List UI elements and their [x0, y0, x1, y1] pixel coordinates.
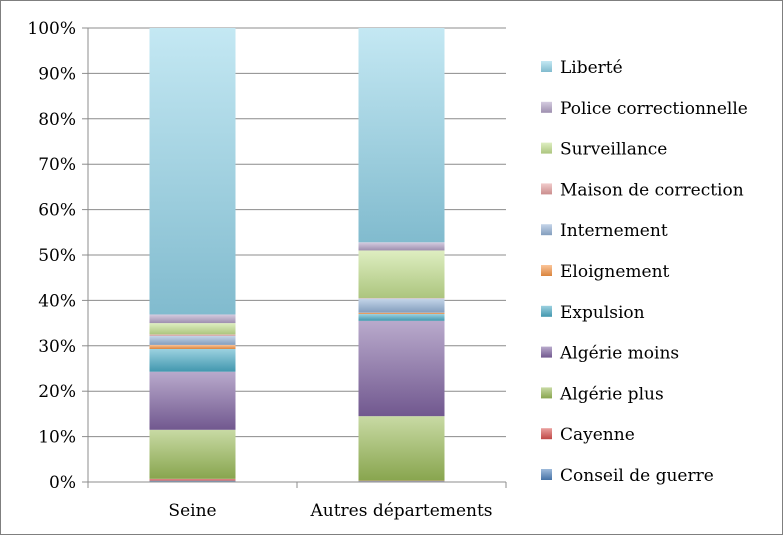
bar-segment [149, 348, 236, 372]
bar-segment [149, 344, 236, 349]
legend-swatch [541, 224, 552, 236]
bar-segment [149, 334, 236, 336]
bar-segment [149, 478, 236, 481]
x-tick-label: Autres départements [309, 501, 492, 521]
bar-segment [358, 312, 445, 315]
y-tick-label: 100% [27, 19, 76, 39]
y-tick-label: 50% [38, 246, 76, 266]
legend-swatch [541, 183, 552, 195]
legend-label: Internement [560, 221, 668, 241]
bar-segment [358, 28, 445, 243]
legend-swatch [541, 61, 552, 72]
bar-segment [358, 320, 445, 417]
legend-label: Surveillance [560, 140, 667, 160]
legend-label: Cayenne [560, 425, 635, 445]
legend-label: Maison de correction [560, 180, 744, 200]
bar-segment [149, 28, 236, 315]
legend-swatch [541, 305, 552, 317]
x-axis: Seine Autres départements [87, 481, 507, 521]
legend-swatch [541, 469, 552, 480]
y-tick-label: 70% [38, 155, 76, 175]
legend-swatch [541, 101, 552, 113]
legend-label: Police correctionnelle [560, 99, 748, 119]
y-axis: 0% 10% 20% 30% 40% 50% 60% 70% 80% 90% 100% [27, 19, 89, 493]
legend-swatch [541, 346, 552, 358]
legend-swatch [541, 387, 552, 399]
legend-label: Algérie moins [559, 344, 679, 364]
legend-label: Liberté [560, 58, 623, 78]
legend-swatch [541, 142, 552, 154]
x-tick-label: Seine [168, 501, 216, 521]
bar-segment [358, 416, 445, 481]
legend-swatch [541, 428, 552, 440]
legend-label: Algérie plus [559, 384, 664, 404]
bar-segment [358, 298, 445, 313]
y-tick-label: 90% [38, 64, 76, 84]
legend-label: Eloignement [560, 262, 670, 282]
y-tick-label: 40% [38, 291, 76, 311]
legend: Liberté Police correctionnelle Surveillanc… [541, 58, 748, 486]
bar-segment [149, 323, 236, 335]
bar-segment [149, 314, 236, 324]
y-tick-label: 60% [38, 201, 76, 221]
bars [149, 28, 445, 482]
bar-segment [358, 250, 445, 299]
bar-segment [358, 314, 445, 321]
legend-swatch [541, 265, 552, 276]
y-tick-label: 20% [38, 382, 76, 402]
bar-segment [149, 335, 236, 345]
bar-segment [149, 429, 236, 479]
legend-label: Expulsion [560, 303, 645, 323]
bar-segment [149, 480, 236, 482]
y-tick-label: 0% [49, 473, 76, 493]
bar-segment [358, 242, 445, 251]
y-tick-label: 30% [38, 337, 76, 357]
bar-segment [149, 371, 236, 430]
y-tick-label: 80% [38, 110, 76, 130]
y-tick-label: 10% [38, 428, 76, 448]
legend-label: Conseil de guerre [560, 466, 714, 486]
